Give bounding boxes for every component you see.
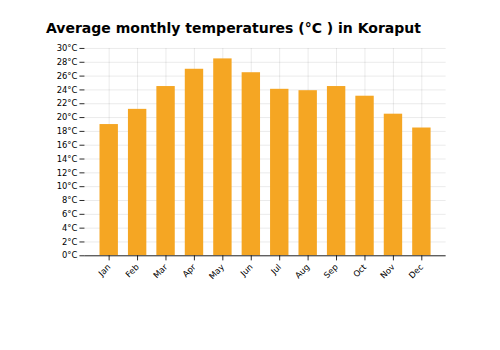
svg-text:20°C: 20°C xyxy=(57,112,78,122)
svg-text:Jan: Jan xyxy=(96,262,113,279)
svg-text:22°C: 22°C xyxy=(57,98,78,108)
svg-text:May: May xyxy=(207,262,226,281)
svg-text:28°C: 28°C xyxy=(57,57,78,67)
svg-text:12°C: 12°C xyxy=(57,168,78,178)
svg-text:Jun: Jun xyxy=(238,262,255,279)
svg-text:Mar: Mar xyxy=(151,262,170,281)
html-text:Average monthly temperatures (: Average monthly temperatures (°C ) in Ko… xyxy=(46,20,421,36)
svg-text:10°C: 10°C xyxy=(57,181,78,191)
svg-text:8°C: 8°C xyxy=(62,195,77,205)
svg-text:24°C: 24°C xyxy=(57,85,78,95)
svg-text:26°C: 26°C xyxy=(57,71,78,81)
svg-text:30°C: 30°C xyxy=(57,43,78,53)
svg-text:6°C: 6°C xyxy=(62,209,77,219)
svg-text:Apr: Apr xyxy=(180,262,198,280)
svg-text:18°C: 18°C xyxy=(57,126,78,136)
svg-text:Oct: Oct xyxy=(351,261,369,279)
svg-text:Nov: Nov xyxy=(378,262,397,281)
svg-text:2°C: 2°C xyxy=(62,237,77,247)
svg-text:16°C: 16°C xyxy=(57,140,78,150)
svg-text:0°C: 0°C xyxy=(62,250,77,260)
svg-text:14°C: 14°C xyxy=(57,154,78,164)
svg-text:Feb: Feb xyxy=(123,262,141,280)
svg-text:Aug: Aug xyxy=(293,262,312,281)
svg-text:Sep: Sep xyxy=(322,262,340,280)
svg-text:4°C: 4°C xyxy=(62,223,77,233)
svg-text:Jul: Jul xyxy=(268,262,283,277)
svg-text:Dec: Dec xyxy=(407,262,426,281)
